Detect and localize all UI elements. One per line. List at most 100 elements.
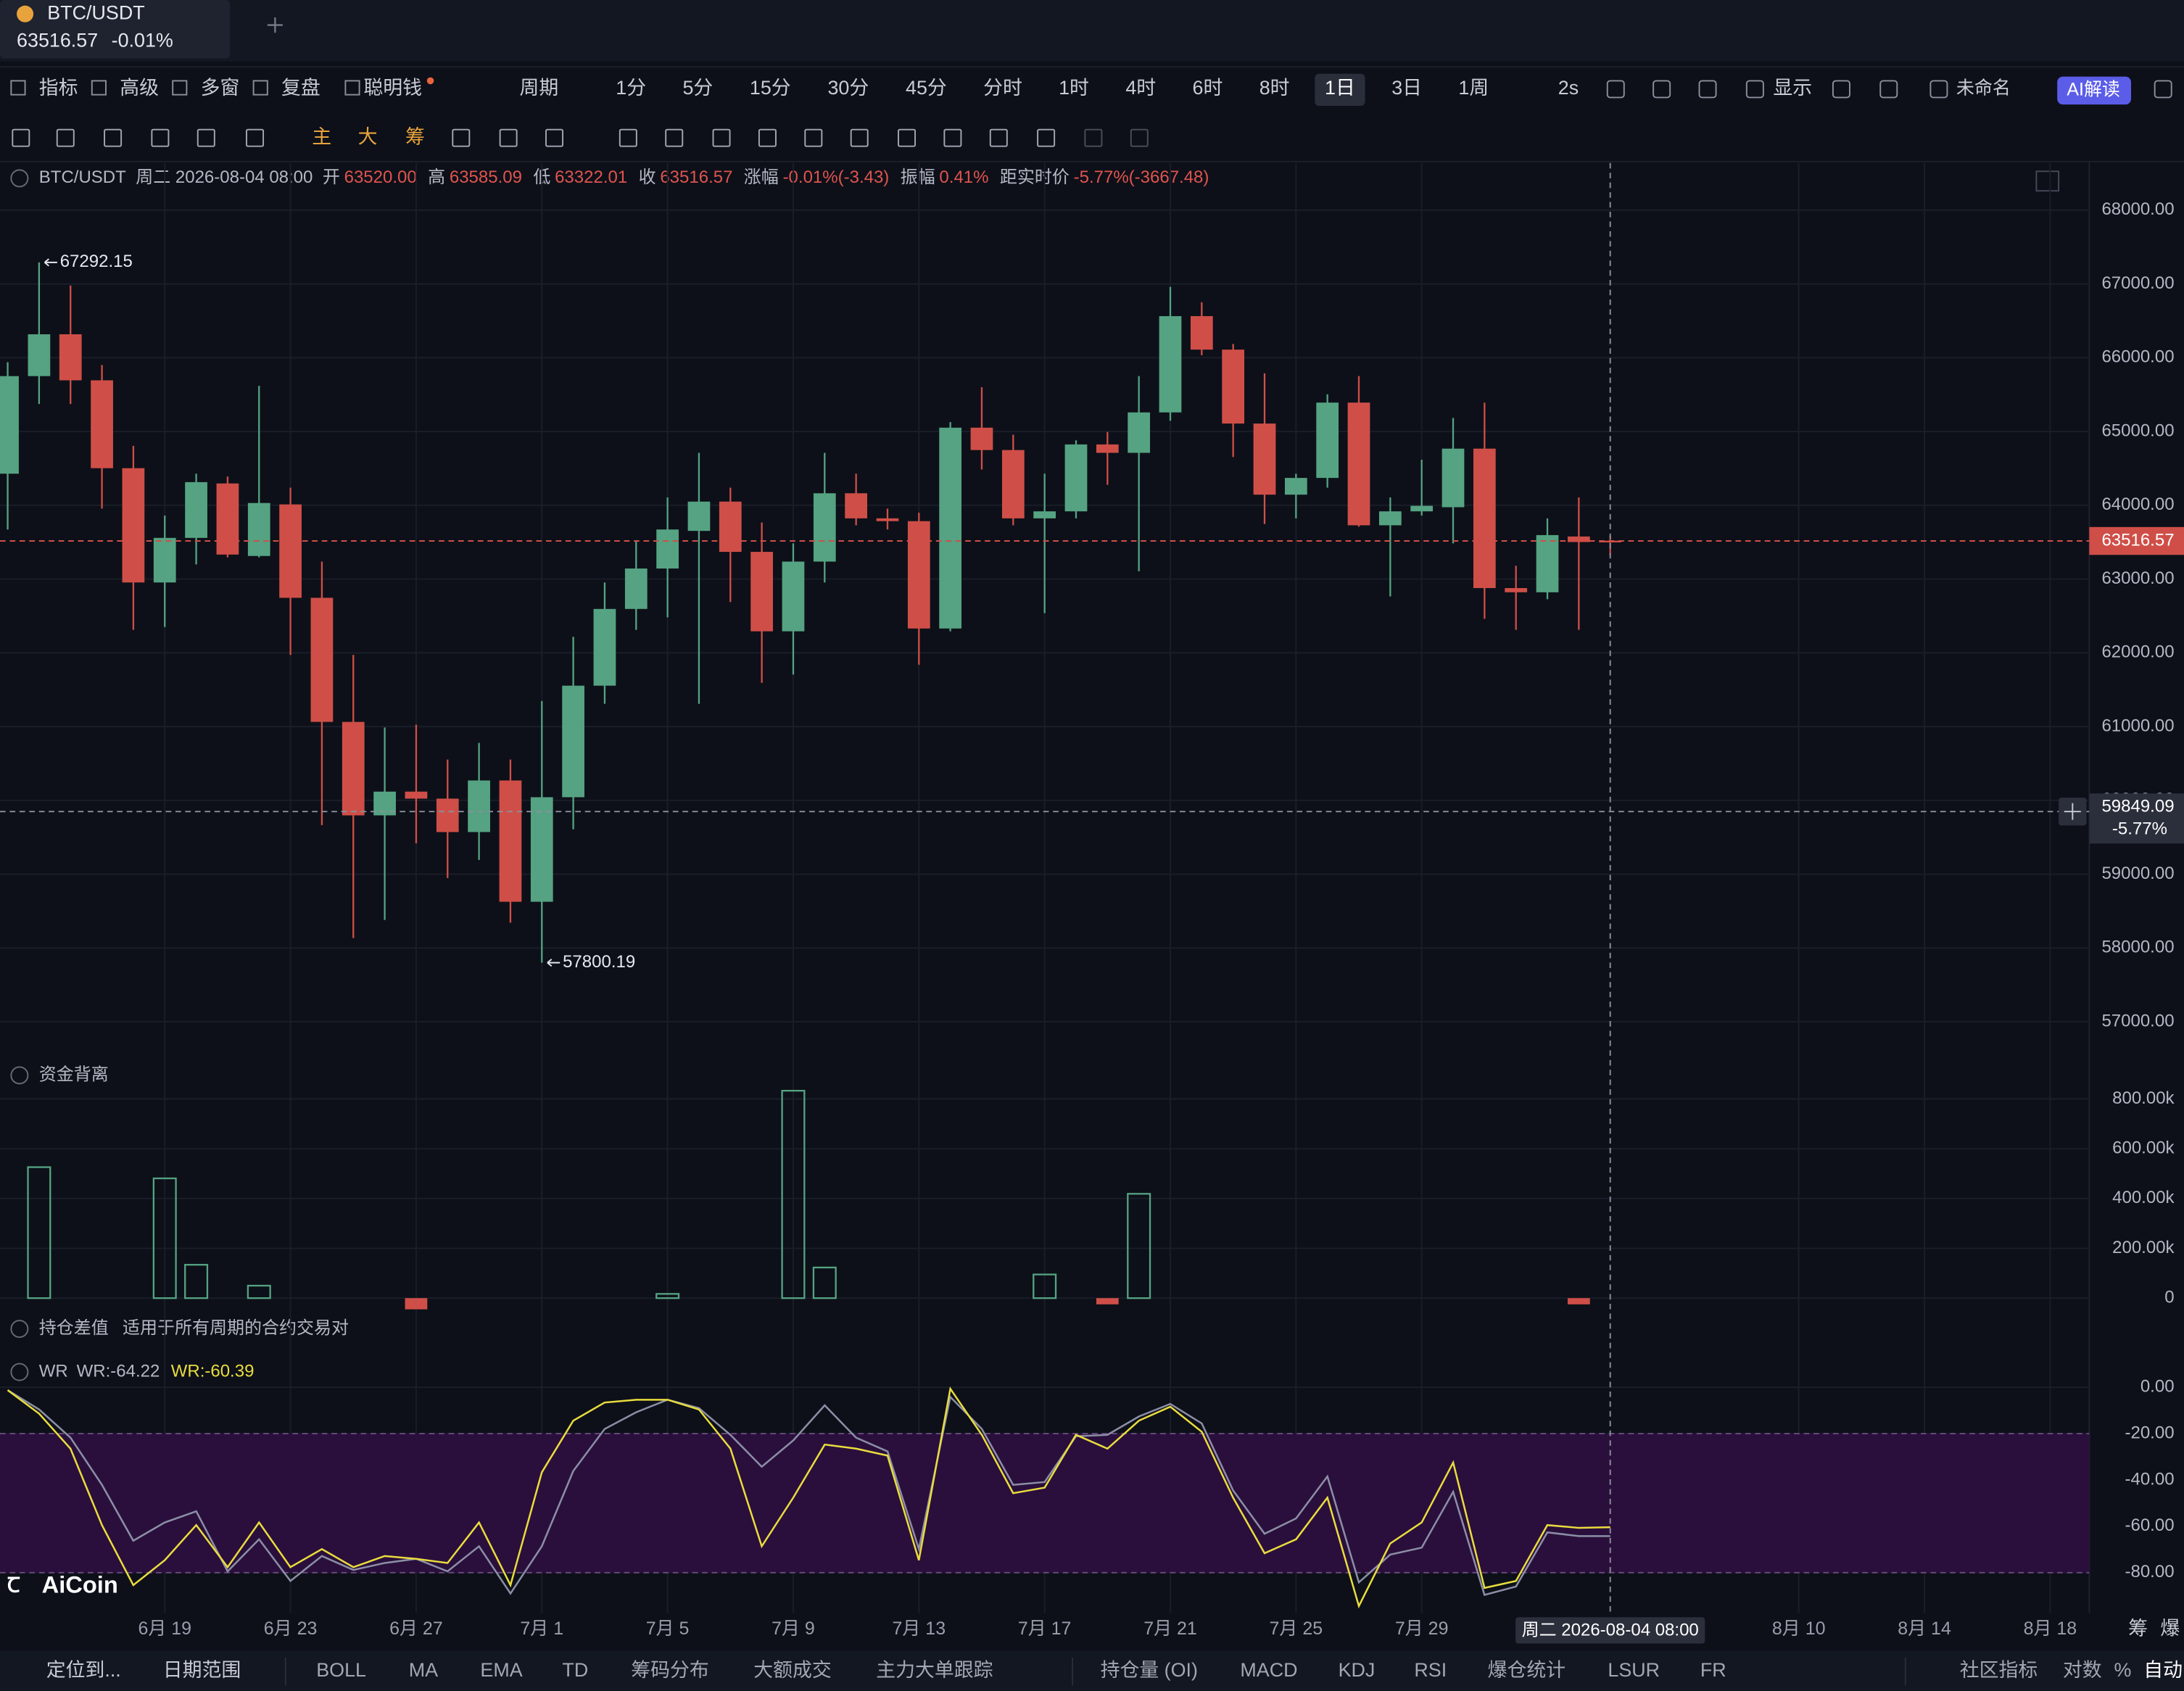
draw-tool[interactable]: 主 [312, 125, 331, 147]
indicator-button[interactable]: RSI [1414, 1659, 1447, 1681]
indicator-button[interactable]: 持仓量 (OI) [1101, 1659, 1198, 1681]
draw-icon[interactable] [665, 128, 684, 147]
tool-icon [252, 80, 268, 96]
draw-icon[interactable] [804, 128, 823, 147]
option-button[interactable]: 社区指标 [1960, 1659, 2038, 1681]
interval-button[interactable]: 45分 [906, 77, 947, 99]
option-button[interactable]: % [2114, 1659, 2132, 1681]
refresh-rate[interactable]: 2s [1558, 77, 1579, 99]
interval-button[interactable]: 1分 [616, 77, 646, 99]
tool-button[interactable]: 高级 [120, 77, 159, 99]
draw-icon[interactable] [1084, 128, 1103, 147]
tool-button[interactable]: 聪明钱 [363, 77, 422, 99]
candle-body [185, 481, 207, 538]
indicator-button[interactable]: FR [1700, 1659, 1726, 1681]
interval-button[interactable]: 4时 [1125, 77, 1156, 99]
candle-body [593, 608, 616, 686]
header-field: 63585.09 [450, 168, 522, 187]
interval-button[interactable]: 1时 [1059, 77, 1089, 99]
interval-button[interactable]: 5分 [682, 77, 713, 99]
interval-button[interactable]: 1日 [1325, 77, 1355, 99]
draw-icon[interactable] [499, 128, 518, 147]
x-tick-label: 6月 19 [138, 1618, 191, 1639]
ai-button[interactable]: AI解读 [2067, 79, 2120, 99]
draw-icon[interactable] [56, 128, 75, 147]
interval-button[interactable]: 1周 [1458, 77, 1489, 99]
y-tick-label: 65000.00 [2101, 421, 2174, 440]
header-field: 63322.01 [555, 168, 627, 187]
interval-button[interactable]: 8时 [1259, 77, 1290, 99]
indicator-button[interactable]: MACD [1240, 1659, 1297, 1681]
indicator-button[interactable]: EMA [480, 1659, 522, 1681]
draw-icon[interactable] [758, 128, 777, 147]
indicator-button[interactable]: 爆仓统计 [1488, 1659, 1566, 1681]
draw-icon[interactable] [943, 128, 962, 147]
collapse-icon[interactable] [10, 1363, 29, 1381]
layout-name[interactable]: 未命名 [1956, 78, 2011, 99]
tab[interactable] [0, 0, 230, 59]
oi-note: 适用于所有周期的合约交易对 [123, 1318, 349, 1338]
toolbar-icon[interactable] [1832, 80, 1850, 99]
interval-button[interactable]: 15分 [750, 77, 791, 99]
draw-icon[interactable] [712, 128, 731, 147]
draw-icon[interactable] [452, 128, 471, 147]
option-button[interactable]: 自动 [2143, 1659, 2183, 1681]
draw-icon[interactable] [850, 128, 869, 147]
collapse-icon[interactable] [10, 1066, 29, 1085]
indicator-button[interactable]: MA [409, 1659, 438, 1681]
draw-icon[interactable] [545, 128, 564, 147]
indicator-button[interactable]: LSUR [1608, 1659, 1660, 1681]
draw-icon[interactable] [1037, 128, 1056, 147]
draw-tool[interactable]: 筹 [405, 125, 425, 147]
toolbar-icon[interactable] [2154, 80, 2172, 99]
crosshair-plus [2064, 803, 2081, 820]
draw-icon[interactable] [1130, 128, 1149, 147]
axis-corner[interactable]: 爆 [2160, 1618, 2180, 1640]
ai-button-bg[interactable] [2057, 76, 2132, 105]
wr-line [7, 1386, 1610, 1609]
tool-button[interactable]: 复盘 [281, 77, 320, 99]
tool-button[interactable]: 多窗 [201, 77, 240, 99]
toolbar-icon[interactable] [1653, 80, 1671, 99]
draw-icon[interactable] [12, 128, 30, 147]
toolbar-icon[interactable] [1879, 80, 1898, 99]
indicator-button[interactable]: 主力大单跟踪 [876, 1659, 993, 1681]
toolbar-icon[interactable] [1606, 80, 1625, 99]
option-button[interactable]: 对数 [2063, 1659, 2102, 1681]
indicator-button[interactable]: KDJ [1339, 1659, 1376, 1681]
bar [152, 1177, 177, 1299]
collapse-icon[interactable] [10, 1320, 29, 1339]
add-tab[interactable] [267, 17, 283, 33]
maximize-icon[interactable] [2035, 170, 2060, 192]
display-button[interactable]: 显示 [1773, 77, 1812, 99]
draw-icon[interactable] [898, 128, 917, 147]
draw-icon[interactable] [989, 128, 1008, 147]
toolbar-icon[interactable] [1929, 80, 1948, 99]
range-button[interactable]: 日期范围 [163, 1659, 241, 1681]
indicator-button[interactable]: BOLL [316, 1659, 366, 1681]
draw-tool[interactable]: 大 [358, 125, 378, 147]
toolbar-icon[interactable] [1745, 80, 1764, 99]
candle-body [1190, 315, 1213, 350]
draw-icon[interactable] [104, 128, 123, 147]
interval-button[interactable]: 30分 [827, 77, 869, 99]
tool-button[interactable]: 指标 [39, 77, 78, 99]
locate-button[interactable]: 定位到... [46, 1659, 121, 1681]
interval-button[interactable]: 分时 [983, 77, 1022, 99]
collapse-icon[interactable] [10, 169, 29, 188]
indicator-button[interactable]: 筹码分布 [631, 1659, 709, 1681]
indicator-button[interactable]: 大额成交 [753, 1659, 832, 1681]
header-field: 距实时价 [1000, 168, 1070, 187]
draw-icon[interactable] [151, 128, 170, 147]
axis-corner[interactable]: 筹 [2128, 1618, 2148, 1640]
draw-icon[interactable] [197, 128, 215, 147]
draw-icon[interactable] [619, 128, 637, 147]
period-button[interactable]: 周期 [520, 77, 559, 99]
y-tick-label: 63000.00 [2101, 569, 2174, 588]
indicator-button[interactable]: TD [562, 1659, 588, 1681]
toolbar-icon[interactable] [1698, 80, 1717, 99]
interval-button[interactable]: 6时 [1193, 77, 1223, 99]
x-tick-label: 7月 9 [772, 1618, 815, 1639]
interval-button[interactable]: 3日 [1391, 77, 1422, 99]
draw-icon[interactable] [246, 128, 265, 147]
